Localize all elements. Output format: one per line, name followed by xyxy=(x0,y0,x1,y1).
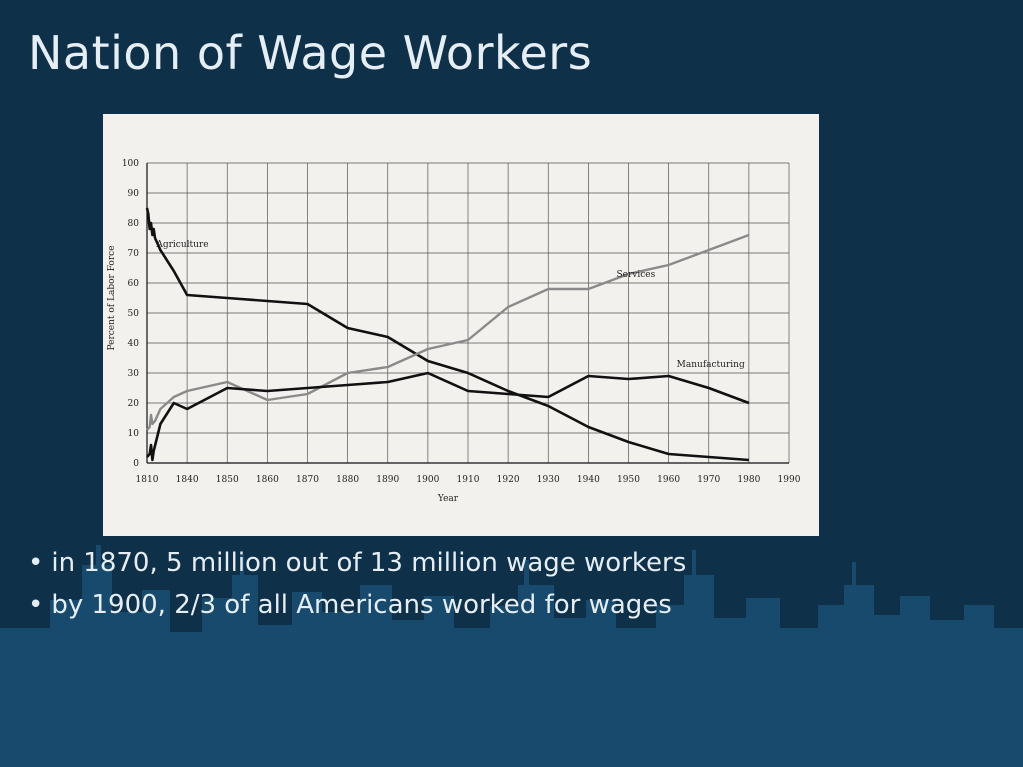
skyline-building xyxy=(50,600,85,767)
series-label-agriculture: Agriculture xyxy=(155,240,208,250)
skyline-building xyxy=(612,628,660,767)
skyline-building xyxy=(202,598,236,767)
skyline-building xyxy=(870,615,904,767)
skyline-building xyxy=(166,632,206,767)
x-tick-label: 1970 xyxy=(697,475,720,485)
series-line-agriculture xyxy=(145,207,749,462)
skyline-building xyxy=(318,612,364,767)
x-tick-label: 1870 xyxy=(296,475,319,485)
skyline-building xyxy=(656,605,688,767)
series-label-services: Services xyxy=(616,270,655,280)
x-tick-label: 1980 xyxy=(737,475,760,485)
chart-panel: 100 90 80 70 60 50 40 30 20 10 0 1810 1840 1850 1860 18… xyxy=(103,114,819,536)
x-tick-label: 1910 xyxy=(457,475,480,485)
series-line-services xyxy=(146,233,750,431)
skyline-building xyxy=(746,598,780,767)
skyline-building xyxy=(586,600,616,767)
skyline-building xyxy=(0,628,55,767)
y-tick-label: 100 xyxy=(122,159,139,169)
y-tick-label: 30 xyxy=(128,369,140,379)
x-tick-label: 1960 xyxy=(657,475,680,485)
x-tick-label: 1930 xyxy=(537,475,560,485)
x-tick-label: 1940 xyxy=(577,475,600,485)
y-tick-label: 90 xyxy=(128,189,140,199)
x-tick-label: 1880 xyxy=(336,475,359,485)
x-tick-label: 1920 xyxy=(497,475,520,485)
y-axis-label: Percent of Labor Force xyxy=(107,245,117,350)
skyline-building xyxy=(900,596,930,767)
skyline-building xyxy=(254,625,296,767)
skyline-building xyxy=(550,618,590,767)
x-tick-label: 1950 xyxy=(617,475,640,485)
x-tick-label: 1890 xyxy=(376,475,399,485)
skyline-building xyxy=(926,620,968,767)
chart-grid xyxy=(146,162,790,464)
skyline-building xyxy=(684,575,714,767)
skyline-building xyxy=(450,628,494,767)
y-tick-label: 80 xyxy=(128,219,140,229)
y-tick-label: 20 xyxy=(128,399,140,409)
y-tick-label: 50 xyxy=(128,309,140,319)
y-tick-label: 0 xyxy=(133,459,139,469)
skyline-building xyxy=(710,618,750,767)
y-tick-label: 40 xyxy=(128,339,140,349)
bullet-list: in 1870, 5 million out of 13 million wag… xyxy=(28,542,686,626)
x-tick-label: 1840 xyxy=(176,475,199,485)
slide-title: Nation of Wage Workers xyxy=(28,26,593,80)
skyline-building xyxy=(490,606,522,767)
skyline-building xyxy=(818,605,848,767)
bullet-item: by 1900, 2/3 of all Americans worked for… xyxy=(28,584,686,626)
y-tick-label: 60 xyxy=(128,279,140,289)
skyline-building xyxy=(108,612,146,767)
skyline-building xyxy=(964,605,994,767)
series-line-manufacturing xyxy=(146,371,750,462)
x-tick-label: 1990 xyxy=(778,475,801,485)
skyline-spire xyxy=(852,562,856,602)
skyline-building xyxy=(844,585,874,767)
x-tick-label: 1850 xyxy=(216,475,239,485)
skyline-building xyxy=(776,628,822,767)
y-tick-label: 10 xyxy=(128,429,140,439)
bullet-item: in 1870, 5 million out of 13 million wag… xyxy=(28,542,686,584)
series-label-manufacturing: Manufacturing xyxy=(677,360,745,370)
skyline-spire xyxy=(692,550,696,590)
x-axis-label: Year xyxy=(437,494,459,504)
x-tick-label: 1900 xyxy=(416,475,439,485)
x-tick-label: 1860 xyxy=(256,475,279,485)
x-tick-label: 1810 xyxy=(136,475,159,485)
skyline-building xyxy=(388,620,428,767)
skyline-building xyxy=(990,628,1023,767)
y-tick-label: 70 xyxy=(128,249,140,259)
